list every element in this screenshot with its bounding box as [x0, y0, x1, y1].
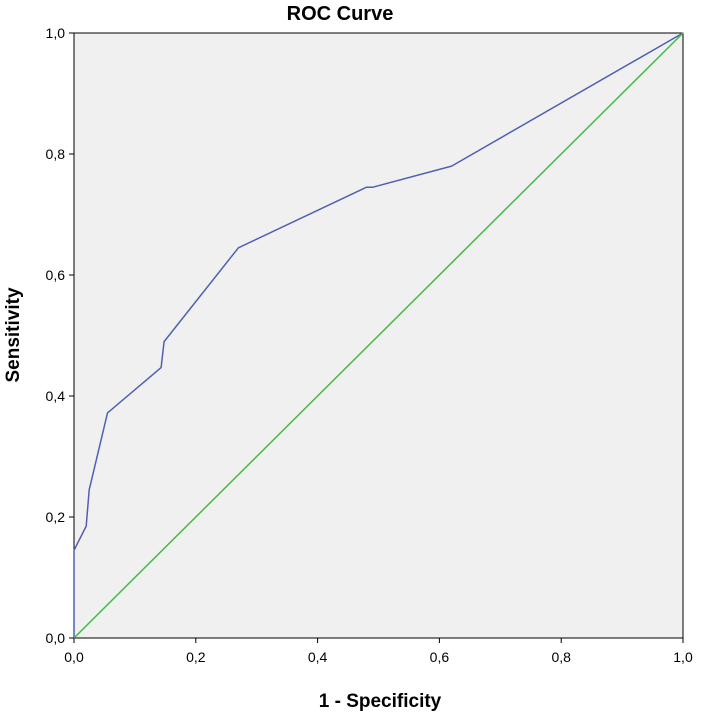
x-axis: 0,0 0,2 0,4 0,6 0,8 1,0	[64, 638, 693, 665]
y-tick-label: 0,0	[46, 630, 66, 646]
y-tick-label: 1,0	[46, 25, 66, 41]
y-tick-label: 0,8	[46, 146, 66, 162]
series-line-1	[73, 32, 684, 638]
y-axis-label: Sensitivity	[3, 287, 24, 382]
x-axis-label: 1 - Specificity	[319, 691, 442, 712]
x-tick-label: 0,6	[430, 649, 450, 665]
x-tick-label: 1,0	[673, 649, 693, 665]
y-tick-label: 0,6	[46, 267, 66, 283]
x-tick-label: 0,2	[186, 649, 206, 665]
series-layer	[73, 32, 684, 639]
chart-title: ROC Curve	[287, 3, 394, 25]
x-tick-label: 0,8	[551, 649, 571, 665]
y-tick-label: 0,4	[46, 388, 66, 404]
x-tick-label: 0,0	[64, 649, 84, 665]
series-line-2	[73, 32, 684, 639]
y-axis: 0,0 0,2 0,4 0,6 0,8 1,0	[46, 25, 74, 646]
y-tick-label: 0,2	[46, 509, 66, 525]
x-tick-label: 0,4	[308, 649, 328, 665]
